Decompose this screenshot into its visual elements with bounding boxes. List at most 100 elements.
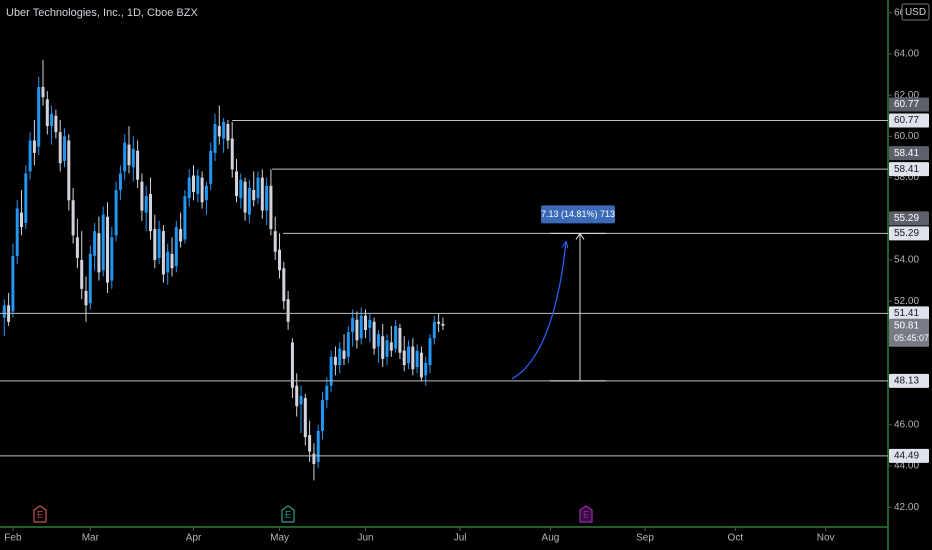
x-tick-label: Apr xyxy=(186,533,202,544)
candle-body xyxy=(131,148,135,168)
candle-body xyxy=(333,356,337,366)
candle-body xyxy=(136,150,140,180)
candle-body xyxy=(24,173,28,223)
candle-body xyxy=(376,334,380,347)
level-anchor-tag xyxy=(889,211,929,226)
candle-body xyxy=(170,253,174,269)
candle-body xyxy=(407,346,411,364)
candle-body xyxy=(20,212,24,228)
candle-body xyxy=(213,124,217,153)
candle-body xyxy=(28,140,32,172)
countdown-label: 05:45:07 xyxy=(894,333,929,343)
candle-body xyxy=(226,124,230,141)
candle-body xyxy=(351,317,355,333)
level-anchor-label: 55.29 xyxy=(894,213,919,224)
earnings-badge xyxy=(579,505,593,523)
candle-body xyxy=(424,363,428,376)
candle-body xyxy=(247,187,251,215)
measure-arrowhead xyxy=(575,232,585,240)
candle-body xyxy=(282,268,286,302)
candle-body xyxy=(278,249,282,271)
candle-body xyxy=(265,185,269,211)
candle-body xyxy=(32,140,36,153)
candle-body xyxy=(321,400,325,431)
candle-body xyxy=(67,140,71,201)
y-tick-label: 46.00 xyxy=(894,419,919,430)
level-tag xyxy=(889,226,929,241)
candle-body xyxy=(286,299,290,322)
candle-body xyxy=(346,332,350,357)
earnings-label: E xyxy=(583,509,589,519)
candle-body xyxy=(252,189,256,201)
candle-body xyxy=(385,340,389,357)
candle-body xyxy=(428,338,432,366)
level-tag xyxy=(889,113,929,128)
candle-body xyxy=(179,229,183,242)
level-tag-label: 58.41 xyxy=(894,164,919,175)
candle-body xyxy=(75,237,79,258)
level-anchor-tag xyxy=(889,97,929,112)
candle-body xyxy=(123,142,127,172)
candle-body xyxy=(2,305,6,318)
measure-label-box xyxy=(541,205,615,224)
candle-body xyxy=(243,181,247,213)
candle-body xyxy=(15,208,19,256)
level-anchor-tag xyxy=(889,146,929,161)
candle-body xyxy=(110,237,114,281)
candle-body xyxy=(118,173,122,190)
candle-body xyxy=(355,319,359,341)
candle-body xyxy=(312,453,316,464)
candle-body xyxy=(157,229,161,258)
candle-body xyxy=(63,136,67,162)
y-tick-label: 62.00 xyxy=(894,90,919,101)
level-tag-label: 55.29 xyxy=(894,228,919,239)
candle-body xyxy=(222,121,226,139)
level-tag-label: 44.49 xyxy=(894,451,919,462)
level-tag-label: 60.77 xyxy=(894,115,919,126)
measure-label: 7.13 (14.81%) 713 xyxy=(541,209,615,219)
candle-body xyxy=(11,255,15,312)
level-tag xyxy=(889,373,929,388)
earnings-label: E xyxy=(37,509,43,519)
plot-area xyxy=(2,60,445,481)
candle-body xyxy=(338,348,342,366)
y-tick-label: 60.00 xyxy=(894,131,919,142)
level-tag-label: 48.13 xyxy=(894,376,919,387)
candle-body xyxy=(419,352,423,378)
candle-body xyxy=(303,398,307,438)
candle-body xyxy=(153,229,157,260)
level-tag xyxy=(889,306,929,321)
y-tick-label: 42.00 xyxy=(894,502,919,513)
earnings-badge xyxy=(33,505,47,523)
candle-body xyxy=(239,179,243,199)
candle-body xyxy=(260,177,264,211)
y-tick-label: 58.00 xyxy=(894,172,919,183)
candle-body xyxy=(166,251,170,273)
level-tag-label: 51.41 xyxy=(894,308,919,319)
chart-title: Uber Technologies, Inc., 1D, Cboe BZX xyxy=(6,7,198,19)
candle-body xyxy=(88,253,92,304)
x-tick-label: May xyxy=(270,533,289,544)
candle-body xyxy=(217,126,221,137)
candle-body xyxy=(45,99,49,127)
last-price-tag xyxy=(889,318,929,347)
candle-body xyxy=(161,231,165,275)
candle-body xyxy=(295,385,299,407)
earnings-badge xyxy=(281,505,295,523)
currency-box xyxy=(901,3,930,21)
candle-body xyxy=(394,325,398,349)
candle-body xyxy=(93,231,97,256)
candle-body xyxy=(114,189,118,236)
candle-body xyxy=(192,175,196,193)
candle-body xyxy=(437,321,441,324)
y-tick-label: 64.00 xyxy=(894,49,919,60)
level-tag xyxy=(889,448,929,463)
candle-body xyxy=(411,346,415,370)
candle-body xyxy=(299,395,303,405)
candle-body xyxy=(58,132,62,164)
level-anchor-label: 60.77 xyxy=(894,99,919,110)
candle-body xyxy=(432,321,436,339)
candle-body xyxy=(389,342,393,351)
